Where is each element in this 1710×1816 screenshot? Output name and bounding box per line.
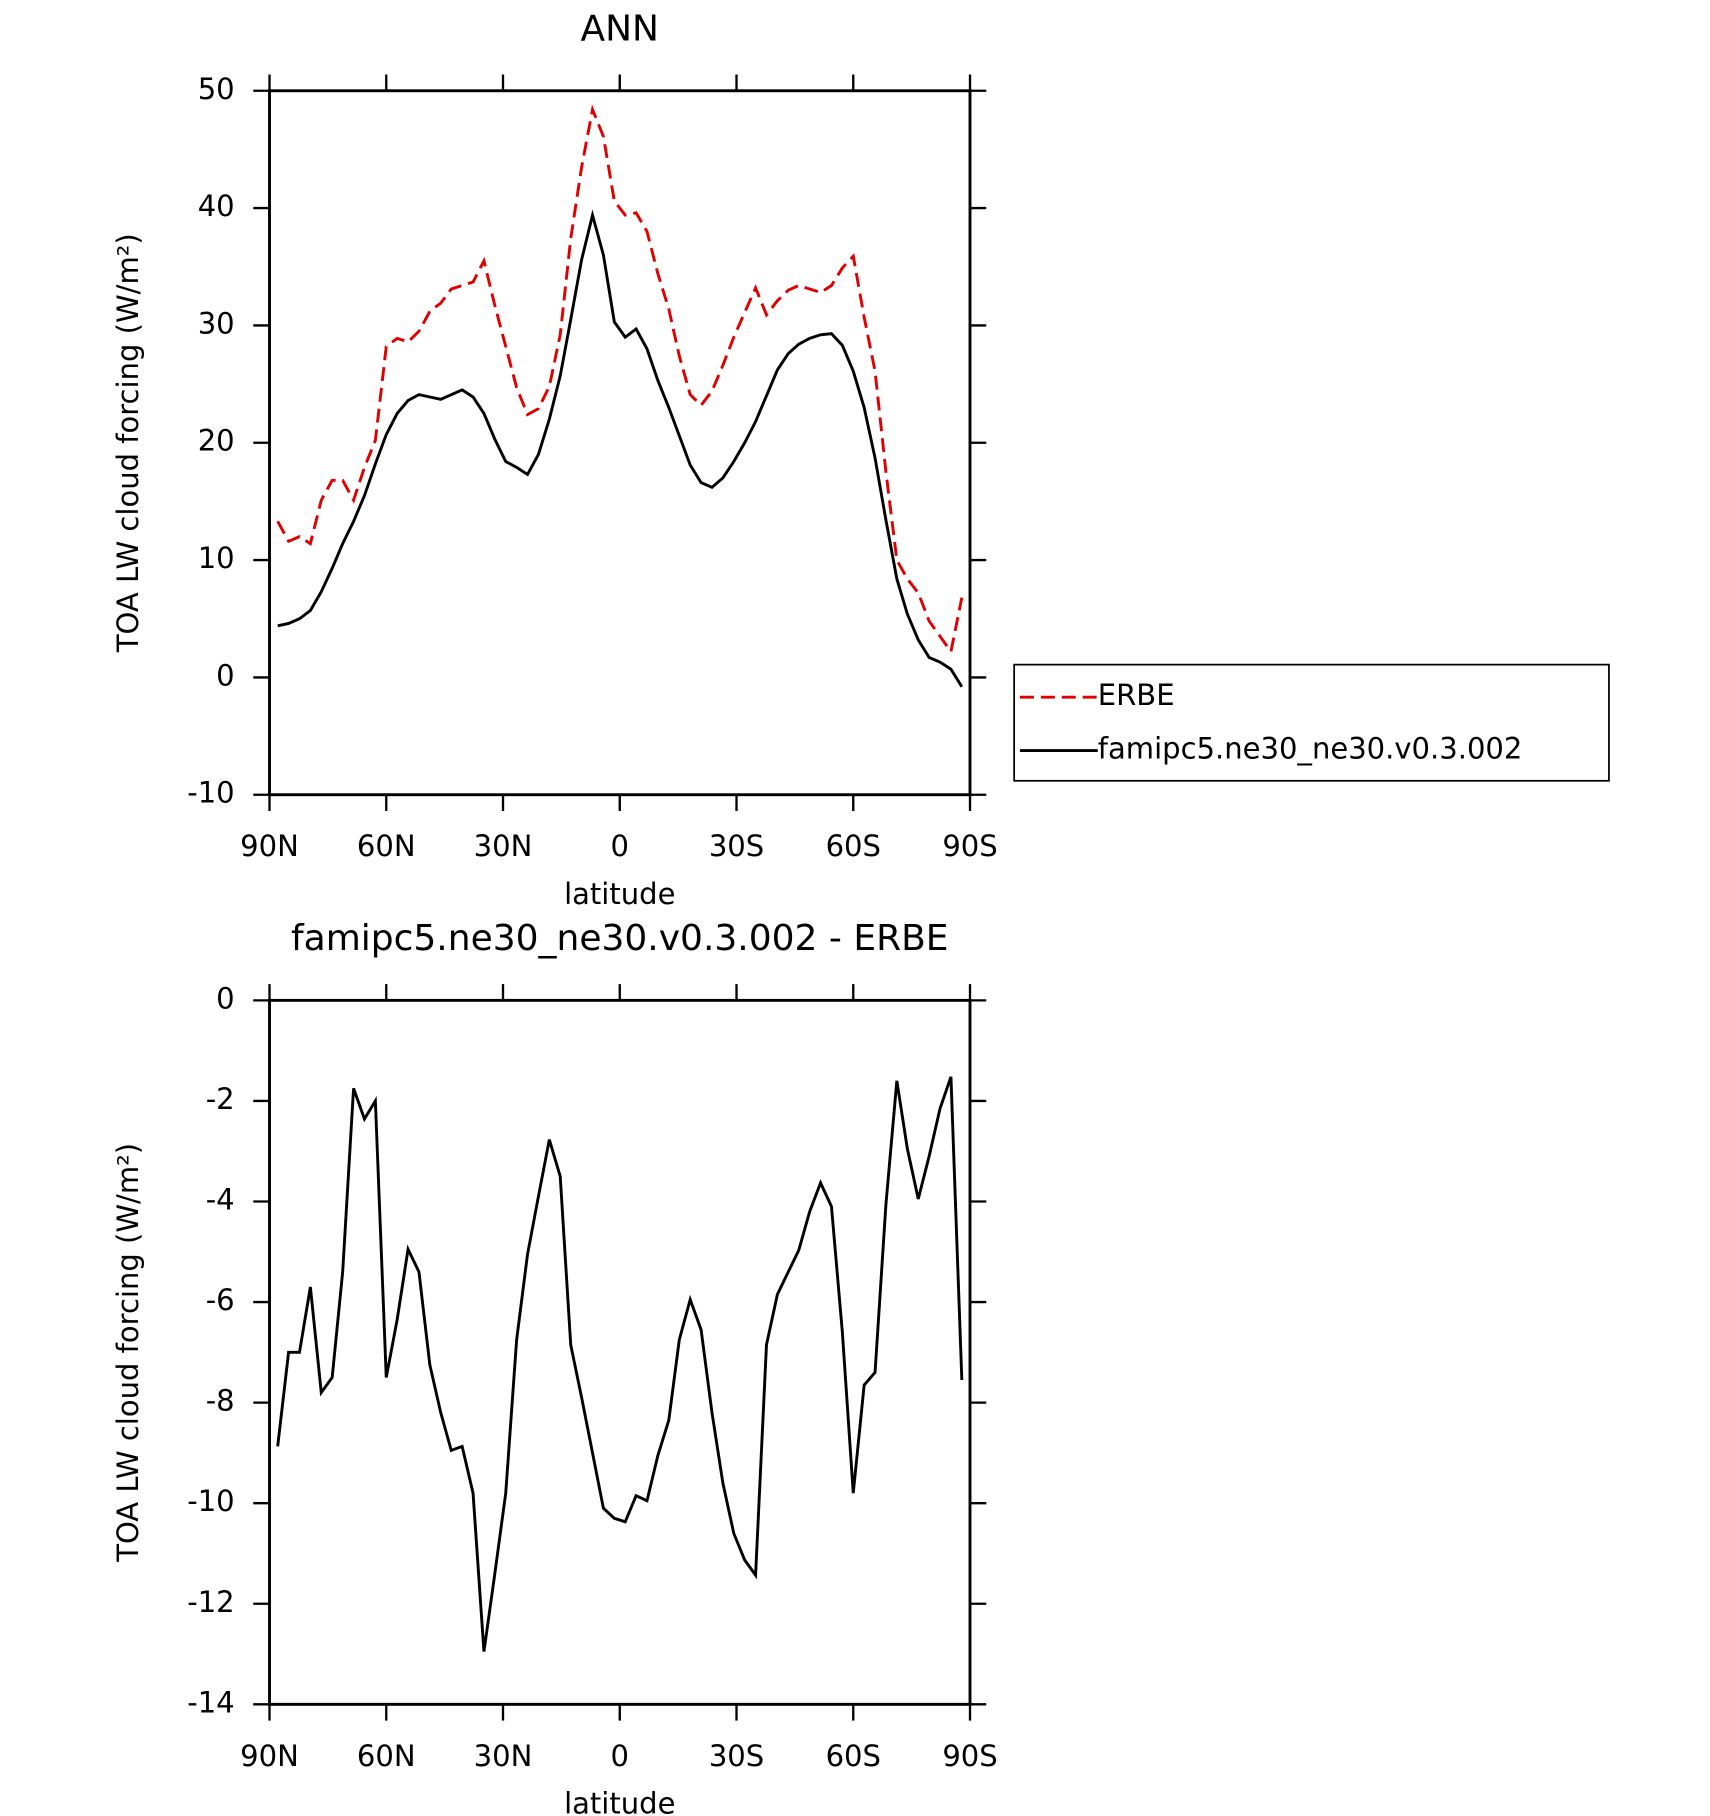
plot-frame	[268, 998, 972, 1706]
legend-box	[1013, 663, 1610, 782]
x-tick-label: 60S	[826, 1739, 881, 1773]
x-tick-label: 60S	[826, 829, 881, 863]
y-tick-label: 20	[198, 424, 235, 458]
y-tick-label: 0	[216, 981, 234, 1015]
y-tick-label: 0	[216, 658, 234, 692]
legend-label: famipc5.ne30_ne30.v0.3.002	[1098, 732, 1523, 766]
x-tick-label: 90N	[240, 1739, 299, 1773]
y-tick-label: -4	[206, 1182, 235, 1216]
y-tick-label: -10	[187, 1484, 234, 1518]
x-tick-label: 90N	[240, 829, 299, 863]
y-tick-label: 40	[198, 189, 235, 223]
x-tick-label: 30S	[709, 1739, 764, 1773]
y-tick-label: -8	[206, 1384, 235, 1418]
x-tick-label: 0	[611, 829, 629, 863]
y-tick-label: -12	[187, 1585, 234, 1619]
x-tick-label: 30N	[474, 1739, 533, 1773]
x-tick-label: 60N	[357, 1739, 416, 1773]
y-tick-label: -14	[187, 1685, 234, 1719]
x-axis-label: latitude	[564, 1786, 675, 1816]
data-line	[276, 104, 964, 656]
y-tick-label: -10	[187, 776, 234, 810]
x-tick-label: 30N	[474, 829, 533, 863]
legend: ERBE famipc5.ne30_ne30.v0.3.002	[1013, 663, 1610, 782]
y-tick-label: -6	[206, 1283, 235, 1317]
y-axis-label: TOA LW cloud forcing (W/m²)	[111, 233, 145, 653]
y-tick-label: 30	[198, 306, 235, 340]
x-tick-label: 0	[611, 1739, 629, 1773]
x-tick-label: 90S	[942, 829, 997, 863]
data-line	[276, 1076, 964, 1652]
x-axis-label: latitude	[564, 877, 675, 911]
x-tick-label: 90S	[942, 1739, 997, 1773]
data-line	[277, 209, 964, 688]
y-axis-label: TOA LW cloud forcing (W/m²)	[111, 1143, 145, 1563]
plot-frame	[268, 89, 972, 797]
chart-title: famipc5.ne30_ne30.v0.3.002 - ERBE	[291, 918, 949, 959]
y-tick-label: 50	[198, 72, 235, 106]
x-tick-label: 60N	[357, 829, 416, 863]
x-tick-label: 30S	[709, 829, 764, 863]
legend-label: ERBE	[1098, 678, 1175, 712]
y-tick-label: -2	[206, 1082, 235, 1116]
y-tick-label: 10	[198, 541, 235, 575]
chart-title: ANN	[581, 8, 659, 49]
